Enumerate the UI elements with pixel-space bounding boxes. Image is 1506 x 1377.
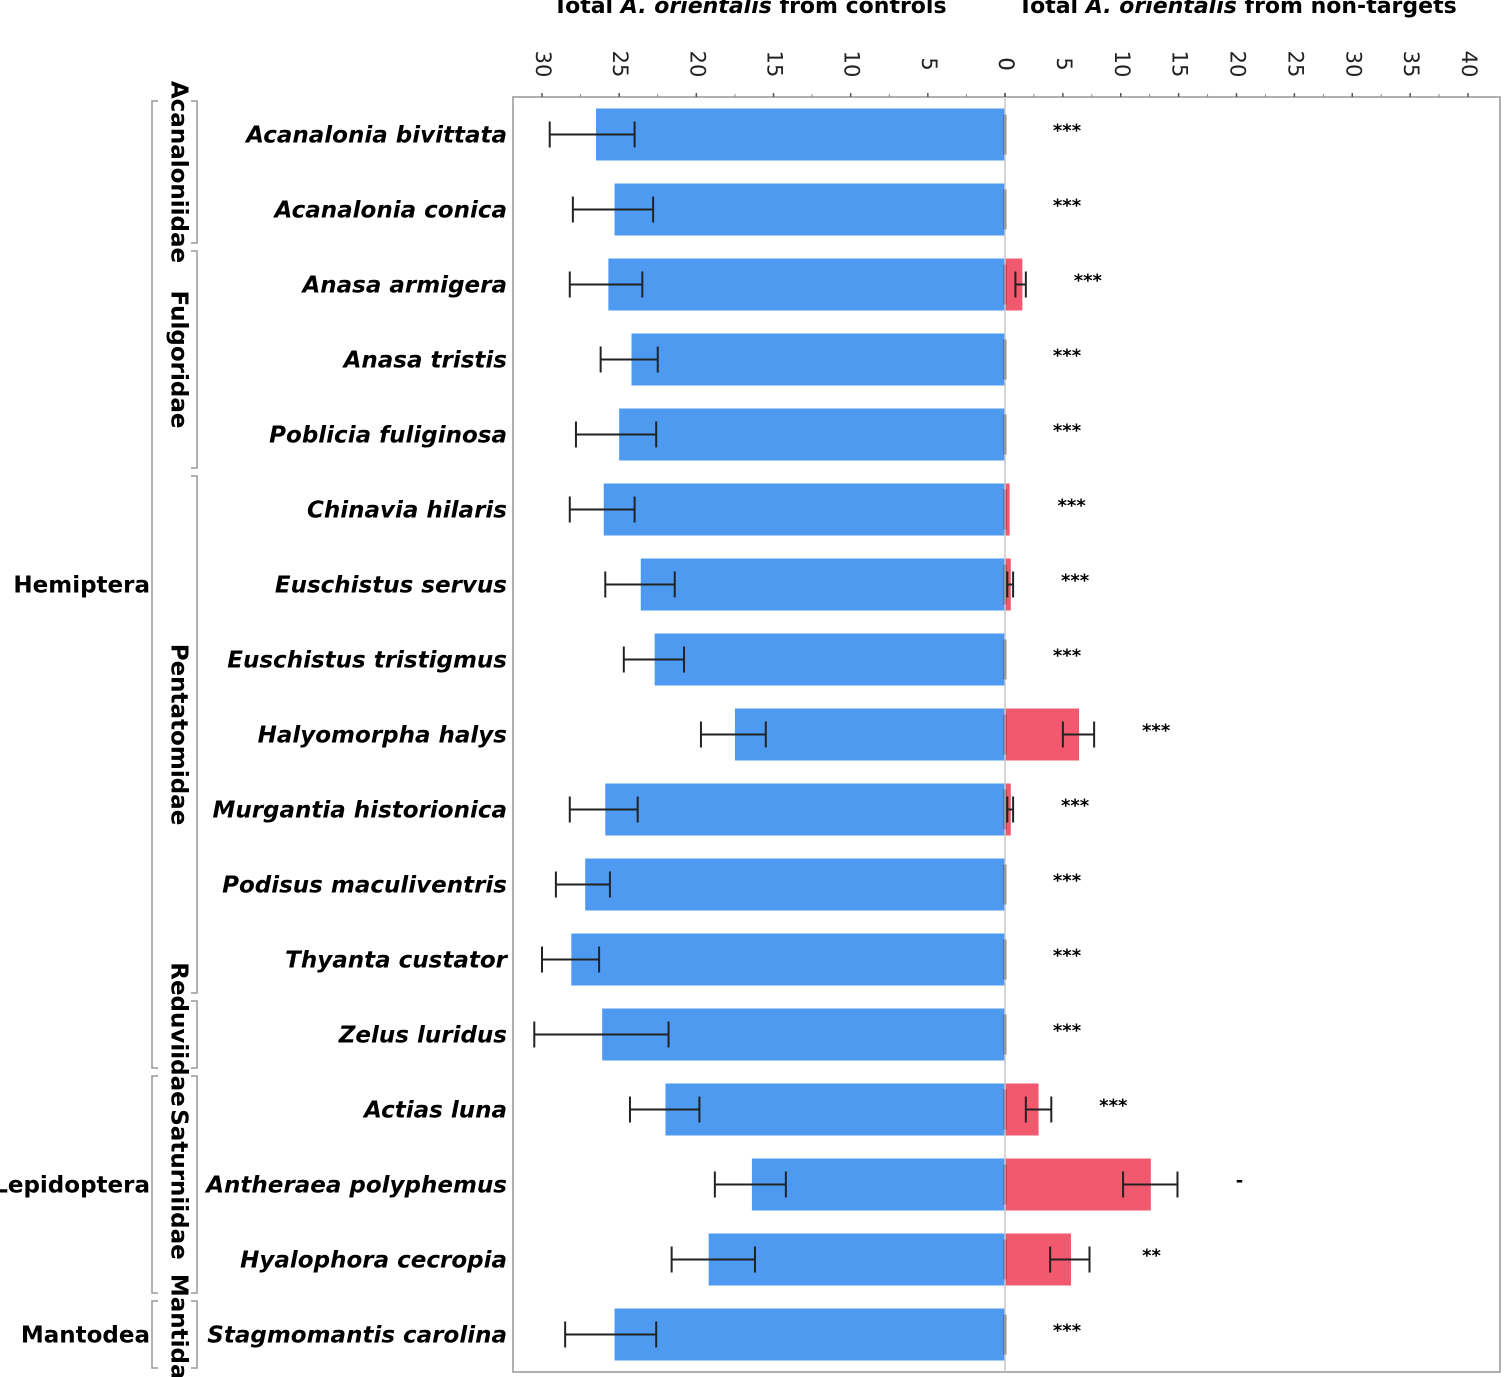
species-label: Murgantia historionica xyxy=(212,798,507,824)
species-label: Podisus maculiventris xyxy=(222,873,507,899)
species-label: Actias luna xyxy=(362,1098,507,1124)
control-bar xyxy=(619,408,1005,461)
nontargets-tick-label: 20 xyxy=(1226,51,1250,78)
control-bar xyxy=(654,633,1005,686)
significance-label: *** xyxy=(1074,271,1103,292)
species-label: Euschistus servus xyxy=(275,573,507,599)
significance-label: *** xyxy=(1053,871,1082,892)
nontargets-tick-label: 0 xyxy=(994,57,1018,70)
family-bracket xyxy=(191,1300,198,1369)
significance-label: ** xyxy=(1142,1246,1161,1267)
family-label: Pentatomidae xyxy=(166,644,192,826)
family-bracket xyxy=(191,250,198,469)
species-label: Anasa tristis xyxy=(342,348,507,374)
order-label: Mantodea xyxy=(21,1323,150,1349)
order-label: Lepidoptera xyxy=(0,1173,150,1199)
control-bar xyxy=(614,183,1005,236)
species-label: Halyomorpha halys xyxy=(258,723,507,749)
species-label: Thyanta custator xyxy=(285,948,508,974)
controls-tick-label: 15 xyxy=(763,51,787,78)
species-label: Acanalonia conica xyxy=(273,198,507,224)
nontargets-tick-label: 5 xyxy=(1052,57,1076,70)
significance-label: *** xyxy=(1053,346,1082,367)
nontargets-axis-title: Total A. orientalis from non-targets xyxy=(1018,0,1457,19)
controls-tick-label: 30 xyxy=(531,51,555,78)
control-bar xyxy=(734,708,1005,761)
family-bracket xyxy=(191,475,198,994)
control-bar xyxy=(571,933,1005,986)
nontarget-bar xyxy=(1005,258,1023,311)
significance-label: *** xyxy=(1053,421,1082,442)
species-label: Zelus luridus xyxy=(338,1023,507,1049)
order-bracket xyxy=(151,100,158,1069)
species-label: Antheraea polyphemus xyxy=(204,1173,507,1199)
nontargets-tick-label: 35 xyxy=(1399,51,1423,78)
significance-label: *** xyxy=(1099,1096,1128,1117)
nontarget-bar xyxy=(1005,483,1010,536)
order-bracket xyxy=(151,1075,158,1294)
control-bar xyxy=(596,108,1005,161)
controls-tick-label: 20 xyxy=(685,51,709,78)
controls-tick-label: 10 xyxy=(840,51,864,78)
order-bracket xyxy=(151,1300,158,1369)
control-bar xyxy=(585,858,1005,911)
controls-axis-title: Total A. orientalis from controls xyxy=(553,0,947,19)
family-label: Reduviidae xyxy=(166,962,192,1107)
nontargets-tick-label: 15 xyxy=(1168,51,1192,78)
significance-label: *** xyxy=(1053,196,1082,217)
plot-frame xyxy=(512,96,1501,1373)
family-bracket xyxy=(191,1000,198,1069)
significance-label: *** xyxy=(1053,1021,1082,1042)
control-bar xyxy=(708,1233,1005,1286)
species-label: Poblicia fuliginosa xyxy=(269,423,507,449)
family-bracket xyxy=(191,1075,198,1294)
family-label: Acanaloniidae xyxy=(166,81,192,263)
species-label: Anasa armigera xyxy=(300,273,507,299)
species-label: Hyalophora cecropia xyxy=(240,1248,507,1274)
significance-label: *** xyxy=(1061,796,1090,817)
significance-label: *** xyxy=(1061,571,1090,592)
significance-label: *** xyxy=(1053,121,1082,142)
family-label: Mantidae xyxy=(166,1274,192,1377)
control-bar xyxy=(614,1308,1005,1361)
control-bar xyxy=(751,1158,1005,1211)
family-label: Saturniidae xyxy=(166,1109,192,1260)
significance-label: *** xyxy=(1053,1321,1082,1342)
control-bar xyxy=(605,783,1005,836)
controls-tick-label: 0 xyxy=(994,57,1018,70)
significance-label: *** xyxy=(1053,646,1082,667)
significance-label: - xyxy=(1236,1171,1243,1192)
significance-label: *** xyxy=(1053,946,1082,967)
species-label: Euschistus tristigmus xyxy=(227,648,507,674)
nontargets-tick-label: 30 xyxy=(1341,51,1365,78)
nontargets-tick-label: 25 xyxy=(1283,51,1307,78)
species-label: Chinavia hilaris xyxy=(307,498,507,524)
control-bar xyxy=(640,558,1005,611)
significance-label: *** xyxy=(1142,721,1171,742)
control-bar xyxy=(603,483,1005,536)
family-bracket xyxy=(191,100,198,244)
species-label: Stagmomantis carolina xyxy=(207,1323,507,1349)
controls-tick-label: 5 xyxy=(917,57,941,70)
nontargets-tick-label: 40 xyxy=(1457,51,1481,78)
nontargets-tick-label: 10 xyxy=(1110,51,1134,78)
control-bar xyxy=(665,1083,1005,1136)
control-bar xyxy=(631,333,1005,386)
control-bar xyxy=(608,258,1005,311)
order-label: Hemiptera xyxy=(13,573,150,599)
species-label: Acanalonia bivittata xyxy=(244,123,507,149)
family-label: Fulgoridae xyxy=(166,291,192,429)
significance-label: *** xyxy=(1058,496,1087,517)
controls-tick-label: 25 xyxy=(608,51,632,78)
